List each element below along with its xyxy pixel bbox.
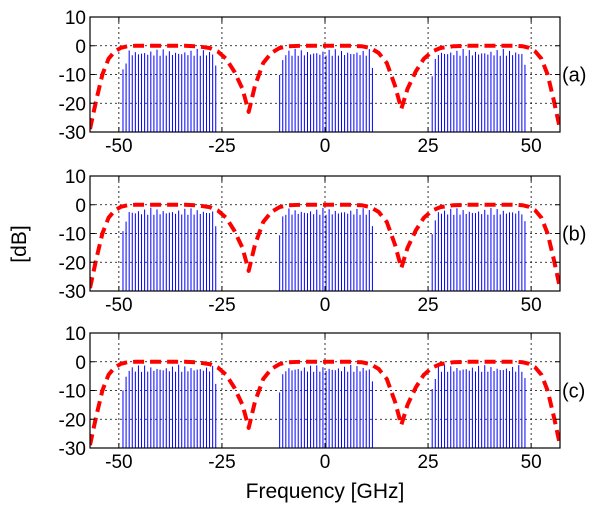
ticks (90, 175, 560, 292)
spectrum-series (122, 207, 526, 291)
y-tick-label: -10 (59, 66, 86, 87)
y-tick-label: -20 (59, 94, 86, 115)
panel-label: (c) (562, 381, 585, 403)
x-tick-label: -50 (105, 452, 132, 473)
panel-c: -50 -25 0 25 50 10 0 -10 -20 -30 (c) (59, 324, 586, 473)
ticks (90, 332, 560, 449)
y-tick-label: 0 (75, 37, 86, 58)
y-tick-label: -10 (59, 225, 86, 246)
filter-series (90, 202, 560, 289)
y-tick-label: 0 (75, 196, 86, 217)
x-axis-label: Frequency [GHz] (246, 480, 405, 503)
y-tick-label: 10 (65, 167, 86, 188)
x-tick-label: 50 (521, 452, 542, 473)
x-tick-label: -25 (208, 452, 235, 473)
y-axis-label: [dB] (8, 225, 31, 262)
y-tick-label: -30 (59, 282, 86, 303)
x-tick-label: 0 (320, 136, 331, 157)
plot-area (90, 202, 560, 291)
spectrum-series (122, 364, 526, 448)
filter-series (90, 43, 560, 130)
ticks (90, 16, 560, 133)
spectrum-series (122, 48, 526, 132)
x-tick-label: 25 (417, 452, 438, 473)
x-tick-label: 50 (521, 295, 542, 316)
panel-label: (a) (562, 65, 586, 87)
x-tick-label: 0 (320, 452, 331, 473)
y-tick-label: 0 (75, 353, 86, 374)
x-tick-label: 0 (320, 295, 331, 316)
x-tick-label: -25 (208, 295, 235, 316)
y-tick-label: -30 (59, 123, 86, 144)
x-tick-label: -50 (105, 136, 132, 157)
x-tick-label: 25 (417, 136, 438, 157)
panel-a: -50 -25 0 25 50 10 0 -10 -20 -30 (a) (59, 8, 587, 157)
x-tick-label: -50 (105, 295, 132, 316)
y-tick-label: -10 (59, 382, 86, 403)
y-tick-label: 10 (65, 8, 86, 29)
y-tick-label: 10 (65, 324, 86, 345)
x-tick-label: 25 (417, 295, 438, 316)
panel-label: (b) (562, 224, 586, 246)
x-tick-label: -25 (208, 136, 235, 157)
y-tick-label: -30 (59, 439, 86, 460)
panels: -50 -25 0 25 50 10 0 -10 -20 -30 (a) -50 -25 0 25 50 10 0… (59, 8, 587, 473)
plot-area (90, 359, 560, 448)
x-tick-label: 50 (521, 136, 542, 157)
plot-area (90, 43, 560, 132)
y-tick-label: -20 (59, 410, 86, 431)
filter-series (90, 359, 560, 446)
y-tick-label: -20 (59, 253, 86, 274)
panel-b: -50 -25 0 25 50 10 0 -10 -20 -30 (b) (59, 167, 587, 316)
